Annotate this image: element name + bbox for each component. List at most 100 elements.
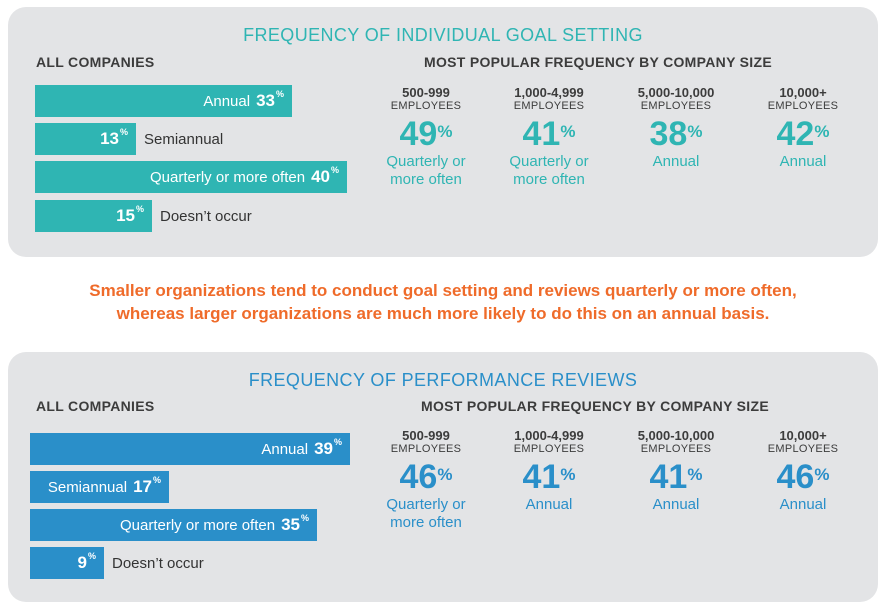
goal-setting-employees-label-3: EMPLOYEES [640,100,712,112]
goal-setting-bar-unit-3: % [330,165,339,175]
goal-setting-bar-unit-4: % [135,204,144,214]
performance-reviews-size-value-4: 46% [776,458,830,496]
performance-reviews-size-frequency-1-line-1: Quarterly or [386,496,466,513]
goal-setting-size-unit-2: % [560,122,576,141]
performance-reviews-bar-unit-2: % [152,475,161,485]
goal-setting-bar-unit-1: % [275,89,284,99]
goal-setting-size-frequency-2-line-2: more often [513,171,585,188]
goal-setting-bar-label-2: Semiannual [144,130,224,148]
performance-reviews-size-label-2: 1,000-4,999 [514,428,584,443]
goal-setting-size-column-2: 1,000-4,999 EMPLOYEES 41% Quarterly or more … [489,85,609,189]
goal-setting-bar-4: 15% [35,200,152,232]
goal-setting-employees-label-1: EMPLOYEES [390,100,462,112]
goal-setting-all-companies-heading: ALL COMPANIES [36,54,155,70]
performance-reviews-panel: FREQUENCY OF PERFORMANCE REVIEWS ALL COM… [8,352,878,602]
goal-setting-size-frequency-4-line-1: Annual [779,153,827,170]
goal-setting-bar-unit-2: % [119,127,128,137]
goal-setting-size-column-3: 5,000-10,000 EMPLOYEES 38% Annual [616,85,736,171]
goal-setting-panel: FREQUENCY OF INDIVIDUAL GOAL SETTING ALL… [8,7,878,257]
performance-reviews-bar-3: Quarterly or more often 35% [30,509,317,541]
goal-setting-size-label-4: 10,000+ [779,85,827,100]
performance-reviews-size-label-1: 500-999 [402,428,450,443]
performance-reviews-bar-value-3: 35% [281,513,309,534]
goal-setting-size-label-3: 5,000-10,000 [637,85,715,100]
performance-reviews-size-unit-1: % [437,465,453,484]
performance-reviews-bar-4: 9% [30,547,104,579]
summary-note: Smaller organizations tend to conduct go… [0,279,886,325]
performance-reviews-bar-2: Semiannual 17% [30,471,169,503]
performance-reviews-size-label-3: 5,000-10,000 [637,428,715,443]
performance-reviews-size-frequency-4-line-1: Annual [779,496,827,513]
goal-setting-bar-value-2: 13% [100,127,128,148]
performance-reviews-bar-label-1: Annual [261,440,309,458]
performance-reviews-size-frequency-1-line-2: more often [390,514,462,531]
performance-reviews-size-frequency-3-line-1: Annual [652,496,700,513]
goal-setting-bar-3: Quarterly or more often 40% [35,161,347,193]
performance-reviews-size-unit-3: % [687,465,703,484]
goal-setting-size-unit-3: % [687,122,703,141]
goal-setting-bar-chart: Annual 33% 13% Semiannual Quarterly or more … [8,7,878,257]
performance-reviews-all-companies-heading: ALL COMPANIES [36,398,155,414]
goal-setting-size-frequency-2-line-1: Quarterly or [509,153,589,170]
goal-setting-bar-label-4: Doesn’t occur [160,207,252,225]
performance-reviews-employees-label-2: EMPLOYEES [513,443,585,455]
performance-reviews-bar-value-2: 17% [133,475,161,496]
goal-setting-bar-2: 13% [35,123,136,155]
goal-setting-size-frequency-1: Quarterly or more often [366,153,486,189]
summary-note-line-1: Smaller organizations tend to conduct go… [89,281,797,300]
goal-setting-size-unit-4: % [814,122,830,141]
performance-reviews-size-column-3: 5,000-10,000 EMPLOYEES 41% Annual [616,428,736,514]
performance-reviews-bar-value-1: 39% [314,437,342,458]
goal-setting-size-frequency-4: Annual [743,153,863,171]
performance-reviews-size-frequency-4: Annual [743,496,863,514]
goal-setting-size-label-1: 500-999 [402,85,450,100]
performance-reviews-bar-chart: Annual 39% Semiannual 17% Quarterly or more … [8,352,878,602]
performance-reviews-size-frequency-2-line-1: Annual [525,496,573,513]
goal-setting-size-value-2: 41% [522,115,576,153]
performance-reviews-size-value-2: 41% [522,458,576,496]
performance-reviews-size-label-4: 10,000+ [779,428,827,443]
goal-setting-size-value-4: 42% [776,115,830,153]
performance-reviews-bar-label-3: Quarterly or more often [120,516,276,534]
performance-reviews-bar-value-4: 9% [77,551,96,572]
performance-reviews-size-unit-2: % [560,465,576,484]
performance-reviews-bar-unit-3: % [300,513,309,523]
goal-setting-size-frequency-1-line-2: more often [390,171,462,188]
performance-reviews-bar-1: Annual 39% [30,433,350,465]
goal-setting-bar-label-1: Annual [203,92,251,110]
goal-setting-bar-value-4: 15% [116,204,144,225]
goal-setting-size-frequency-1-line-1: Quarterly or [386,153,466,170]
performance-reviews-size-column-1: 500-999 EMPLOYEES 46% Quarterly or more ofte… [366,428,486,532]
performance-reviews-title: FREQUENCY OF PERFORMANCE REVIEWS [248,370,638,390]
goal-setting-employees-label-4: EMPLOYEES [767,100,839,112]
goal-setting-size-frequency-2: Quarterly or more often [489,153,609,189]
performance-reviews-employees-label-3: EMPLOYEES [640,443,712,455]
goal-setting-bar-1: Annual 33% [35,85,292,117]
performance-reviews-size-column-4: 10,000+ EMPLOYEES 46% Annual [743,428,863,514]
performance-reviews-size-heading: MOST POPULAR FREQUENCY BY COMPANY SIZE [421,398,769,414]
goal-setting-size-frequency-3-line-1: Annual [652,153,700,170]
performance-reviews-size-value-1: 46% [399,458,453,496]
goal-setting-bar-value-1: 33% [256,89,284,110]
performance-reviews-size-frequency-3: Annual [616,496,736,514]
goal-setting-size-column-1: 500-999 EMPLOYEES 49% Quarterly or more ofte… [366,85,486,189]
performance-reviews-size-frequency-1: Quarterly or more often [366,496,486,532]
summary-note-line-2: whereas larger organizations are much mo… [116,304,770,323]
performance-reviews-bar-label-2: Semiannual [47,478,128,496]
goal-setting-bar-value-3: 40% [311,165,339,186]
performance-reviews-employees-label-1: EMPLOYEES [390,443,462,455]
performance-reviews-size-value-3: 41% [649,458,703,496]
performance-reviews-size-column-2: 1,000-4,999 EMPLOYEES 41% Annual [489,428,609,514]
performance-reviews-bar-unit-4: % [87,551,96,561]
goal-setting-bar-label-3: Quarterly or more often [150,168,306,186]
performance-reviews-employees-label-4: EMPLOYEES [767,443,839,455]
performance-reviews-bar-label-4: Doesn’t occur [112,554,204,572]
goal-setting-size-label-2: 1,000-4,999 [514,85,584,100]
goal-setting-size-frequency-3: Annual [616,153,736,171]
goal-setting-size-value-3: 38% [649,115,703,153]
goal-setting-size-heading: MOST POPULAR FREQUENCY BY COMPANY SIZE [424,54,772,70]
goal-setting-employees-label-2: EMPLOYEES [513,100,585,112]
goal-setting-size-column-4: 10,000+ EMPLOYEES 42% Annual [743,85,863,171]
goal-setting-title: FREQUENCY OF INDIVIDUAL GOAL SETTING [243,25,643,45]
goal-setting-size-unit-1: % [437,122,453,141]
